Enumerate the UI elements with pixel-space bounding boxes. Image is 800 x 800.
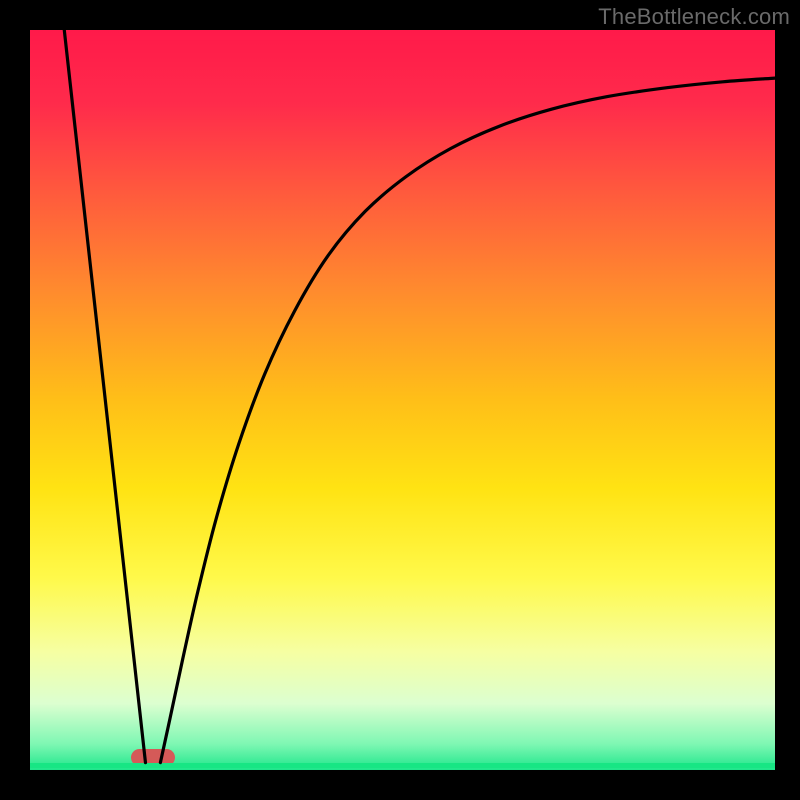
plot-area [30,30,775,770]
bottleneck-curves [30,30,775,770]
chart-frame: TheBottleneck.com [0,0,800,800]
watermark-text: TheBottleneck.com [598,4,790,30]
left-falling-line [64,30,145,763]
right-rising-curve [160,78,775,763]
